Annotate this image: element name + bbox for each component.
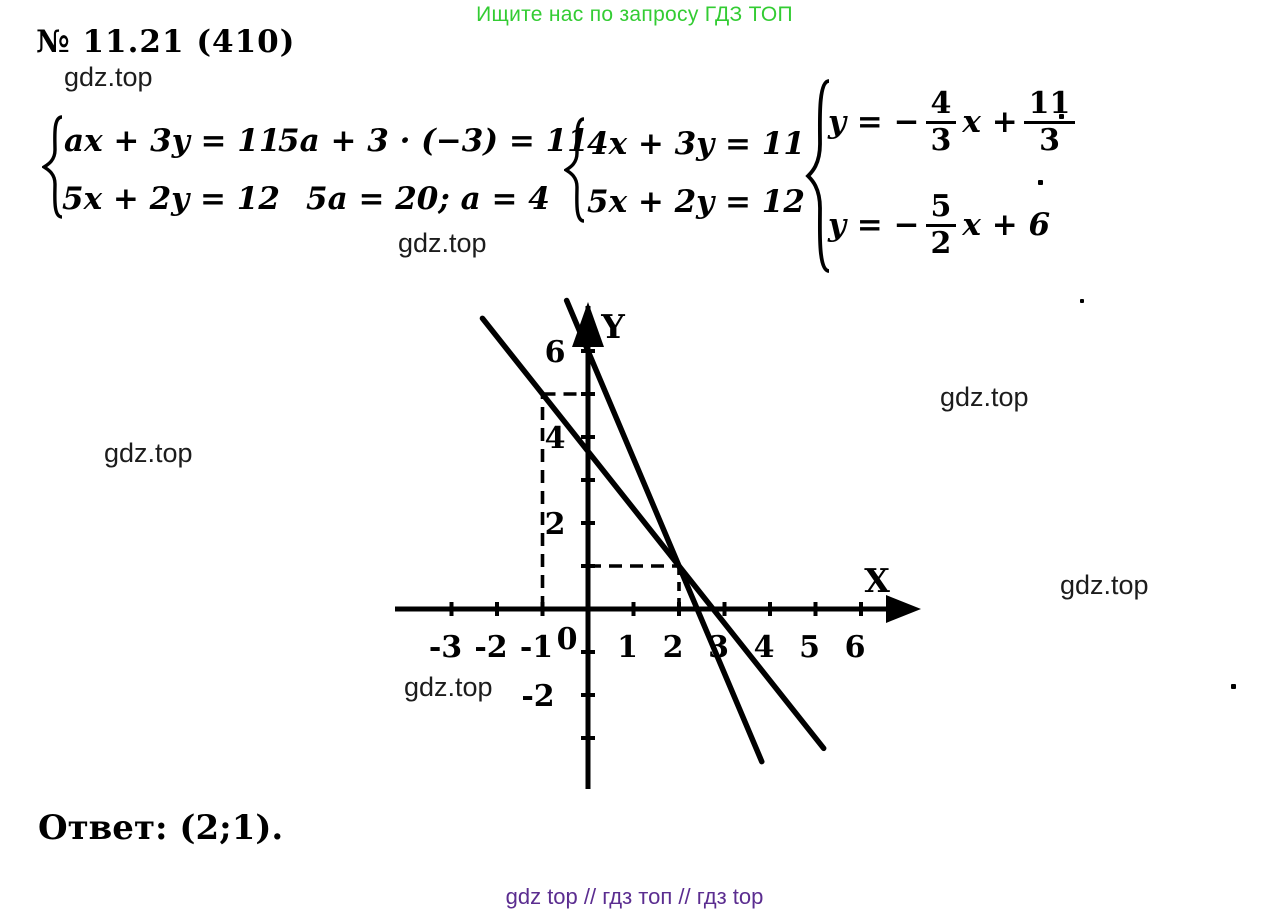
eq-pre: y = − [828, 207, 920, 243]
x-tick-label: -2 [474, 630, 507, 665]
eq-post: x + 6 [962, 207, 1051, 243]
ink-dot [1080, 299, 1084, 303]
answer-text: Ответ: (2;1). [38, 808, 284, 848]
watermark: gdz.top [940, 382, 1029, 412]
y-tick-label: 4 [545, 421, 566, 456]
eq-pre: y = − [828, 104, 920, 140]
ink-dot [1059, 114, 1064, 119]
watermark: gdz.top [404, 672, 493, 702]
x-tick-label: 3 [708, 630, 729, 665]
x-axis-arrow [886, 595, 921, 623]
origin-label: 0 [557, 622, 578, 657]
curly-brace-left [805, 79, 830, 273]
x-tick-label: -3 [429, 630, 462, 665]
plot-line-5-2 [563, 297, 765, 765]
problem-number: № 11.21 (410) [36, 24, 296, 60]
curly-brace-left [42, 115, 63, 219]
fraction-5-2: 5 2 [925, 190, 957, 261]
fraction-numerator: 4 [925, 87, 957, 124]
watermark: gdz.top [104, 438, 193, 468]
equation-system1-line2: 5x + 2y = 12 [62, 181, 280, 217]
y-tick-label: -2 [521, 679, 554, 714]
x-tick-label: -1 [520, 630, 553, 665]
x-tick-label: 4 [754, 630, 775, 665]
fraction-denominator: 3 [930, 122, 952, 158]
line-graph: X Y 0 -3 -2 -1 1 2 3 4 5 6 6 4 2 -2 [395, 297, 921, 789]
footer-links: gdz top // гдз топ // гдз top [505, 884, 764, 909]
x-tick-label: 5 [799, 630, 820, 665]
equation-system1-line1: ax + 3y = 11 [64, 123, 281, 159]
curly-brace-left [564, 117, 585, 223]
equation-step2: 5a = 20; a = 4 [306, 181, 550, 217]
x-axis-label: X [864, 561, 890, 600]
y-tick-label: 2 [545, 507, 566, 542]
equation-system3-line2: y = − 5 2 x + 6 [828, 178, 1050, 272]
equation-system3-line1: y = − 4 3 x + 11 3 [828, 76, 1081, 168]
ink-dot [1038, 180, 1043, 185]
fraction-4-3: 4 3 [925, 87, 957, 158]
fraction-denominator: 2 [930, 225, 952, 261]
watermark: gdz.top [64, 62, 153, 92]
fraction-numerator: 11 [1023, 87, 1076, 124]
equation-system2-line2: 5x + 2y = 12 [587, 184, 805, 220]
plot-line-4-3 [479, 315, 827, 752]
x-tick-label: 6 [845, 630, 866, 665]
watermark: gdz.top [1060, 570, 1149, 600]
y-tick-label: 6 [545, 335, 566, 370]
y-axis-label: Y [600, 307, 625, 346]
ink-dot [1231, 684, 1236, 689]
fraction-denominator: 3 [1039, 122, 1060, 158]
fraction-numerator: 5 [925, 190, 957, 227]
equation-step1: 5a + 3 · (−3) = 11 [278, 123, 589, 159]
x-tick-label: 2 [663, 630, 684, 665]
x-tick-label: 1 [617, 630, 638, 665]
equation-system2-line1: 4x + 3y = 11 [587, 126, 805, 162]
watermark: gdz.top [398, 228, 487, 258]
eq-mid: x + [962, 104, 1018, 140]
fraction-11-3: 11 3 [1023, 87, 1076, 158]
promo-banner: Ищите нас по запросу ГДЗ ТОП [476, 3, 793, 26]
